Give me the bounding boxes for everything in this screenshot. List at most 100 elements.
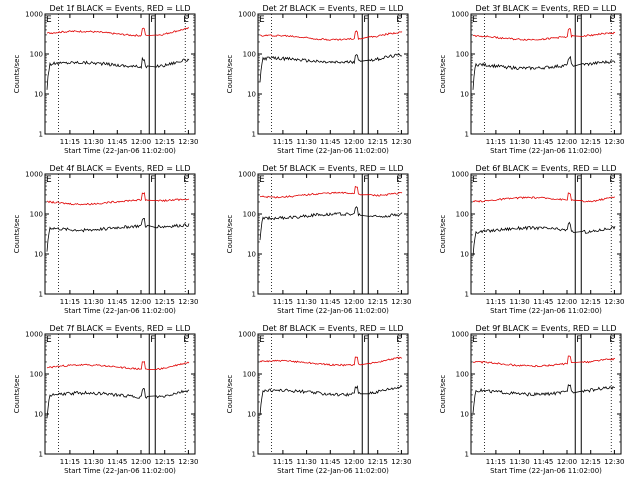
plot-frame [44, 173, 196, 295]
x-tick-label: 11:30 [297, 298, 317, 306]
x-tick-label: 12:00 [557, 458, 577, 466]
e-marker-label: E [609, 175, 615, 185]
x-axis-label: Start Time (22-Jan-06 11:02:00) [277, 467, 389, 475]
x-tick-label: 12:15 [155, 138, 175, 146]
x-tick-label: 12:00 [344, 138, 364, 146]
events-series-line [46, 388, 190, 419]
x-tick-label: 12:30 [604, 298, 624, 306]
y-tick-label: 10 [247, 91, 256, 99]
f-marker-label: F [576, 335, 581, 345]
e-marker-label: E [183, 175, 189, 185]
y-axis-label: Counts/sec [226, 215, 234, 254]
y-tick-label: 1000 [238, 171, 256, 179]
x-tick-label: 12:00 [344, 458, 364, 466]
panel-title: Det 4f BLACK = Events, RED = LLD [49, 164, 190, 173]
detector-panel-2: Det 2f BLACK = Events, RED = LLD 1 10 100 10… [226, 4, 411, 155]
lld-series-line [259, 185, 403, 199]
lld-series-line [472, 355, 616, 368]
f-marker-label: F [363, 175, 368, 185]
x-tick-label: 12:30 [391, 458, 411, 466]
y-tick-label: 100 [243, 371, 256, 379]
x-axis-label: Start Time (22-Jan-06 11:02:00) [64, 147, 176, 155]
x-tick-label: 11:15 [486, 458, 506, 466]
x-tick-label: 11:45 [533, 298, 553, 306]
y-axis-label: Counts/sec [226, 55, 234, 94]
y-tick-label: 10 [34, 91, 43, 99]
x-tick-label: 11:15 [60, 138, 80, 146]
f-interval-box [148, 13, 156, 135]
lld-series-line [259, 30, 403, 41]
x-tick-label: 11:15 [486, 138, 506, 146]
events-series-line [472, 221, 616, 257]
y-tick-label: 100 [30, 51, 43, 59]
start-marker-label: E [472, 335, 478, 345]
start-marker-label: E [46, 175, 52, 185]
panel-title: Det 2f BLACK = Events, RED = LLD [262, 4, 403, 13]
events-series-line [472, 384, 615, 414]
panel-title: Det 9f BLACK = Events, RED = LLD [475, 324, 616, 333]
x-axis-label: Start Time (22-Jan-06 11:02:00) [64, 307, 176, 315]
y-tick-label: 100 [243, 51, 256, 59]
x-tick-label: 12:30 [178, 138, 198, 146]
x-tick-label: 11:30 [84, 298, 104, 306]
plot-frame [44, 13, 196, 135]
f-marker-label: F [150, 335, 155, 345]
plot-frame [470, 333, 622, 455]
lld-series-line [259, 356, 403, 367]
x-axis-label: Start Time (22-Jan-06 11:02:00) [490, 307, 602, 315]
lld-series-line [46, 360, 190, 371]
x-tick-label: 12:30 [604, 458, 624, 466]
f-marker-label: F [150, 15, 155, 25]
x-tick-label: 11:15 [60, 458, 80, 466]
events-series-line [259, 53, 403, 83]
f-marker-label: F [576, 15, 581, 25]
y-tick-label: 100 [243, 211, 256, 219]
plot-frame [257, 13, 409, 135]
x-tick-label: 12:00 [557, 138, 577, 146]
start-marker-label: E [259, 335, 265, 345]
events-series-line [46, 56, 190, 90]
x-tick-label: 11:45 [533, 458, 553, 466]
y-tick-label: 100 [456, 211, 469, 219]
x-tick-label: 11:30 [84, 458, 104, 466]
x-tick-label: 12:30 [178, 458, 198, 466]
e-marker-label: E [183, 15, 189, 25]
x-tick-label: 12:00 [557, 298, 577, 306]
y-tick-label: 10 [34, 411, 43, 419]
f-interval-box [361, 13, 369, 135]
f-marker-label: F [150, 175, 155, 185]
f-interval-box [574, 173, 582, 295]
y-tick-label: 1 [252, 131, 256, 139]
x-tick-label: 12:00 [131, 458, 151, 466]
lld-series-line [46, 192, 190, 206]
x-tick-label: 12:00 [131, 138, 151, 146]
x-tick-label: 12:15 [581, 458, 601, 466]
lld-series-line [472, 192, 616, 203]
y-tick-label: 1000 [25, 331, 43, 339]
y-axis-label: Counts/sec [226, 375, 234, 414]
x-tick-label: 11:45 [533, 138, 553, 146]
y-tick-label: 10 [460, 91, 469, 99]
start-marker-label: E [472, 15, 478, 25]
x-tick-label: 11:15 [273, 138, 293, 146]
y-tick-label: 1 [39, 131, 43, 139]
x-tick-label: 11:45 [107, 138, 127, 146]
y-tick-label: 1000 [25, 171, 43, 179]
x-tick-label: 12:15 [581, 138, 601, 146]
y-tick-label: 1000 [238, 331, 256, 339]
x-tick-label: 12:00 [344, 298, 364, 306]
y-tick-label: 1 [465, 131, 469, 139]
y-tick-label: 10 [34, 251, 43, 259]
detector-panel-6: Det 6f BLACK = Events, RED = LLD 1 10 100 10… [439, 164, 624, 315]
y-axis-label: Counts/sec [439, 55, 447, 94]
y-tick-label: 1 [465, 291, 469, 299]
events-series-line [259, 206, 403, 241]
events-series-line [46, 217, 190, 252]
f-interval-box [148, 333, 156, 455]
start-marker-label: E [46, 15, 52, 25]
x-tick-label: 12:30 [391, 138, 411, 146]
y-tick-label: 10 [460, 411, 469, 419]
x-tick-label: 12:15 [155, 298, 175, 306]
lld-series-line [46, 27, 189, 37]
x-tick-label: 11:30 [297, 138, 317, 146]
